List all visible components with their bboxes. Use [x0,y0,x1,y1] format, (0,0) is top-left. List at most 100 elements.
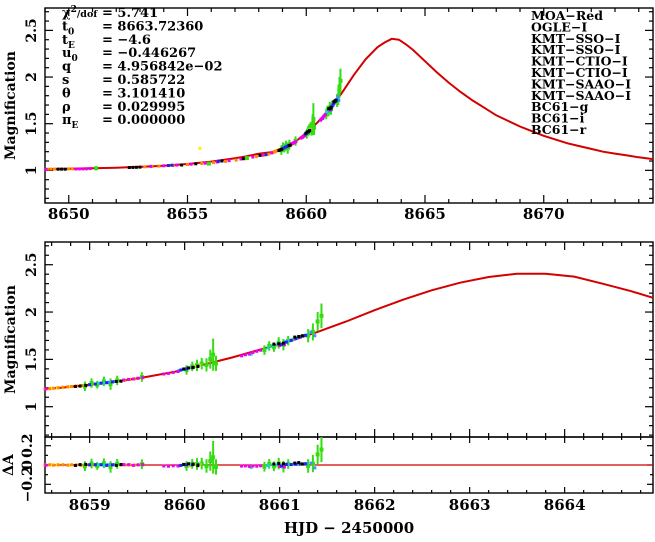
legend-item: KMT−SAAO−I [531,88,631,103]
x-tick-label: 8650 [48,205,90,223]
data-point [243,353,247,357]
data-point [108,464,113,469]
data-point [282,465,286,469]
data-point [234,158,238,162]
data-point [82,464,87,469]
data-point [84,462,88,466]
data-point [167,371,170,375]
data-point [309,461,313,465]
data-point [240,464,244,468]
data-point [81,167,85,171]
top-ticks [44,8,653,203]
data-point [284,463,288,466]
residuals-panel: 8659 8660 8661 8662 8663 8664 −0.20 0.2ΔA HJD − … [1,434,654,537]
data-point [278,464,282,468]
data-point [267,461,272,466]
data-point [193,462,197,466]
x-tick-label: 8665 [404,205,446,223]
data-point [176,370,180,373]
legend-item: BC61−i [531,111,585,126]
data-point [73,464,77,467]
y-tick-label: −0.2 [20,466,36,502]
data-point [187,366,190,370]
y-axis-title-residuals: ΔA [1,453,17,476]
bottom-ticks [45,242,653,437]
y-tick-label: 2 [24,307,40,317]
data-point [244,156,249,160]
data-point [262,348,267,353]
param-symbol: t0 [62,19,74,37]
data-point [185,367,188,371]
data-point [141,463,145,467]
y-tick-label: 1.5 [24,112,40,136]
data-point [214,464,218,469]
x-tick-label: 8655 [167,205,209,223]
y-tick-label: 0.2 [20,434,36,458]
data-point [216,159,220,163]
data-point [243,464,247,468]
data-point [191,462,195,466]
data-point [88,383,92,387]
data-point [95,464,100,468]
data-point [338,78,343,83]
data-points-magenta [44,463,286,469]
data-point [260,153,264,157]
data-point [198,363,202,367]
data-point [271,464,276,469]
data-point [280,342,283,346]
data-point [271,345,276,350]
data-point [112,380,116,384]
data-point [300,462,304,466]
data-point [52,386,56,390]
x-tick-label: 8664 [544,496,586,514]
data-point [208,459,213,464]
data-point [53,167,56,171]
data-point [196,464,200,468]
data-point [284,340,288,344]
data-point [119,379,123,383]
data-point [175,163,179,167]
data-point [63,167,67,171]
data-point [251,155,255,159]
data-point [208,357,213,362]
data-point [84,383,88,387]
data-point [255,464,259,468]
data-point [287,339,291,343]
data-point [60,167,64,171]
data-points-magenta [44,343,286,391]
data-point [93,382,97,386]
data-point [182,367,186,371]
data-point [48,463,52,467]
data-point [167,164,170,167]
data-point [282,341,285,345]
data-point [97,381,101,385]
param-value: = 0.000000 [102,113,185,128]
data-point [297,335,301,338]
data-point [239,157,243,161]
data-point [157,164,161,168]
data-point [267,343,272,348]
data-point [93,463,97,467]
data-point [331,103,335,107]
data-points-i [99,335,302,385]
data-point [170,163,174,167]
data-point [315,319,320,324]
data-point [182,462,186,466]
data-point [110,463,114,467]
data-points-green [82,303,324,391]
data-point [107,380,111,384]
bottom-panel: 1 1.5 2 2.5 Magnification [3,241,654,438]
data-point [278,344,282,347]
param-symbol: s [62,73,69,88]
data-point [266,152,270,156]
x-tick-label: 8662 [354,496,396,514]
data-point [70,167,74,171]
data-point [95,382,100,387]
x-tick-label: 8660 [164,496,206,514]
data-point [141,376,145,380]
data-point [198,462,202,466]
param-value: = 3.101410 [102,86,185,101]
param-symbol: tE [62,33,75,51]
data-point [310,461,315,466]
data-point [180,163,184,167]
